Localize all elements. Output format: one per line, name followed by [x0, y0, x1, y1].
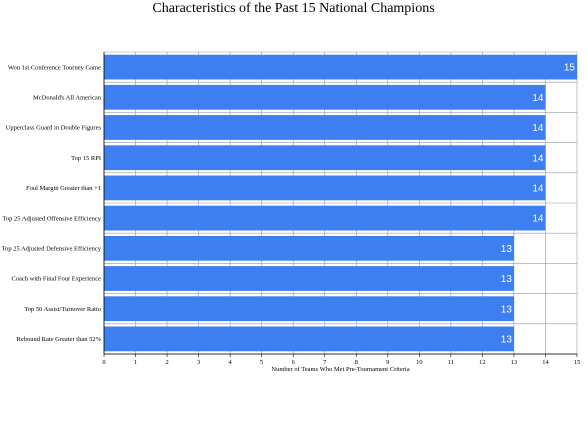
x-axis-label: Number of Teams Who Met Pre-Tournament C… [271, 366, 409, 373]
bar [104, 205, 546, 231]
data-label: 13 [501, 304, 513, 315]
category-label: Top 25 Adjusted Offensive Efficiency [2, 215, 101, 222]
bar [104, 175, 546, 201]
x-tick-label: 15 [574, 359, 581, 366]
data-label: 14 [532, 93, 544, 104]
category-label: Won 1st Conference Tourney Game [8, 64, 101, 71]
data-label: 13 [501, 244, 513, 255]
x-tick-label: 10 [416, 359, 423, 366]
bar [104, 326, 514, 352]
x-tick-label: 6 [292, 359, 296, 366]
category-label: Coach with Final Four Experience [11, 276, 101, 283]
bar [104, 115, 546, 140]
x-tick-label: 11 [448, 359, 454, 366]
data-label: 13 [501, 274, 513, 285]
category-label: Top 25 Adjusted Defensive Efficiency [2, 246, 102, 253]
x-tick-label: 13 [511, 359, 518, 366]
category-label: Foul Margin Greater than +1 [26, 185, 101, 192]
x-tick-label: 7 [323, 359, 327, 366]
bars: 15 14 14 14 14 14 13 13 13 13 [104, 54, 577, 352]
category-label: Upperclass Guard in Double Figures [6, 125, 102, 132]
x-tick-label: 14 [542, 359, 549, 366]
bar [104, 84, 546, 110]
x-tick-label: 4 [229, 359, 233, 366]
x-tick-label: 1 [134, 359, 137, 366]
bar [104, 235, 514, 261]
chart-title: Characteristics of the Past 15 National … [152, 1, 435, 16]
data-label: 14 [532, 214, 544, 225]
x-tick-label: 12 [479, 359, 486, 366]
data-label: 14 [532, 123, 544, 134]
data-label: 14 [532, 184, 544, 195]
category-label: McDonald's All American [33, 95, 102, 102]
data-label: 13 [501, 335, 513, 346]
bar [104, 296, 514, 322]
x-tick-label: 5 [260, 359, 263, 366]
x-tick-label: 3 [197, 359, 200, 366]
axes: Won 1st Conference Tourney Game McDonald'… [2, 52, 581, 366]
x-tick-label: 2 [165, 359, 168, 366]
x-tick-label: 8 [355, 359, 358, 366]
x-tick-label: 0 [102, 359, 105, 366]
data-label: 15 [564, 63, 576, 74]
category-label: Top 15 RPI [71, 155, 101, 162]
bar [104, 145, 546, 171]
data-label: 14 [532, 153, 544, 164]
category-label: Rebound Rate Greater than 52% [17, 336, 102, 343]
bar [104, 54, 577, 80]
bar [104, 266, 514, 291]
category-label: Top 50 Assist/Turnover Ratio [24, 306, 101, 313]
x-tick-label: 9 [386, 359, 389, 366]
